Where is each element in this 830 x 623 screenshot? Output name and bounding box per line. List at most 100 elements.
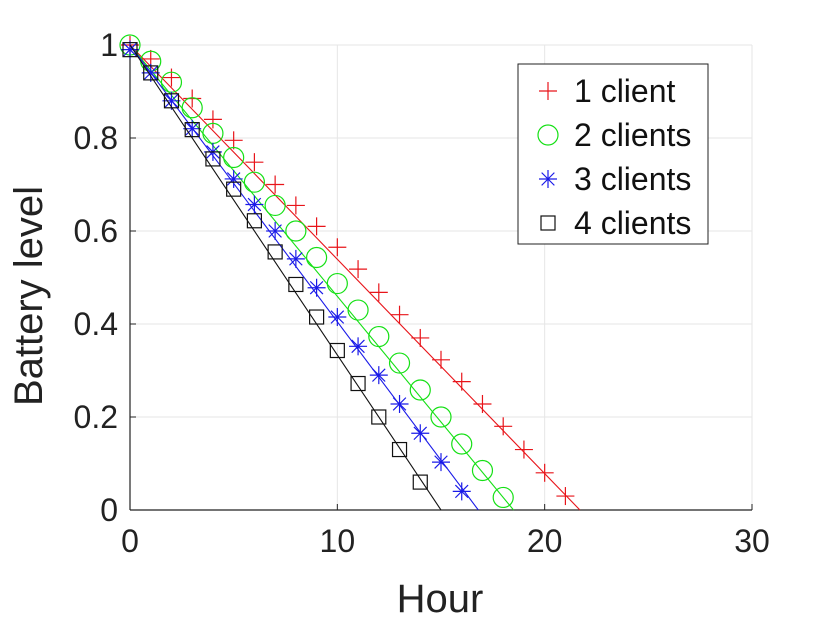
marker-stroke (185, 121, 199, 136)
data-point (329, 342, 345, 359)
marker-stroke (226, 172, 241, 186)
data-point (307, 278, 326, 297)
data-point (162, 68, 181, 87)
marker-stroke (368, 325, 390, 348)
marker-stroke (309, 309, 325, 325)
marker-stroke (351, 339, 365, 354)
marker-stroke (164, 94, 179, 108)
legend-label: 1 client (574, 73, 676, 109)
data-point (264, 194, 286, 217)
data-point (388, 352, 411, 374)
data-point (245, 195, 264, 214)
marker-stroke (268, 224, 282, 238)
data-point (432, 350, 450, 369)
marker-stroke (163, 93, 180, 109)
data-point (390, 394, 409, 413)
marker-stroke (412, 474, 428, 490)
marker-stroke (329, 342, 345, 359)
data-point (286, 249, 305, 268)
marker-stroke (247, 197, 262, 212)
legend-label: 3 clients (574, 161, 691, 197)
marker-stroke (454, 484, 469, 499)
y-axis-label: Battery level (7, 186, 51, 406)
data-point (288, 276, 304, 293)
x-tick-label: 0 (121, 523, 139, 559)
data-point (181, 97, 203, 119)
data-point (556, 487, 575, 506)
data-point (328, 238, 347, 257)
marker-stroke (306, 246, 328, 269)
marker-stroke (184, 122, 200, 138)
y-tick-label: 1 (100, 27, 118, 63)
data-point (369, 366, 388, 385)
marker-stroke (391, 441, 408, 458)
marker-stroke (371, 409, 387, 425)
marker-stroke (288, 276, 304, 293)
data-point (266, 175, 285, 194)
data-point (494, 417, 513, 436)
marker-stroke (181, 97, 203, 119)
data-point (347, 299, 369, 321)
data-point (163, 93, 180, 109)
data-point (143, 65, 159, 81)
data-point (349, 337, 368, 356)
data-point (223, 146, 245, 169)
data-point (473, 394, 492, 413)
marker-stroke (388, 352, 411, 374)
data-point (285, 220, 307, 242)
legend: 1 client 2 clients 3 clients 4 clients (517, 63, 709, 245)
data-point (184, 122, 200, 138)
legend-marker (539, 170, 557, 188)
data-point (432, 453, 450, 472)
data-point (371, 409, 387, 425)
data-point (409, 379, 431, 401)
marker-stroke (492, 486, 514, 509)
data-point (451, 433, 473, 455)
marker-stroke (309, 280, 324, 295)
data-point (411, 328, 430, 347)
x-axis-label: Hour (397, 577, 484, 621)
data-point (391, 441, 408, 458)
data-point (350, 375, 366, 392)
marker-stroke (347, 299, 369, 321)
data-point (205, 151, 221, 167)
marker-stroke (267, 244, 283, 260)
data-point (183, 89, 202, 108)
data-point (452, 372, 471, 391)
marker-stroke (541, 172, 555, 186)
data-point (122, 42, 138, 58)
marker-stroke (409, 379, 431, 401)
marker-stroke (434, 455, 448, 469)
marker-stroke (330, 310, 345, 324)
legend-label: 2 clients (574, 117, 691, 153)
y-tick-label: 0.4 (74, 306, 118, 342)
marker-stroke (264, 194, 286, 217)
series-line (129, 44, 581, 511)
marker-stroke (243, 171, 265, 193)
legend-label: 4 clients (574, 205, 691, 241)
marker-stroke (122, 42, 138, 58)
data-point (430, 406, 452, 428)
marker-stroke (226, 181, 242, 197)
data-point (514, 440, 533, 459)
data-point (328, 308, 347, 327)
data-point (121, 40, 139, 59)
data-point (369, 283, 388, 302)
marker-stroke (372, 368, 386, 382)
data-point (141, 63, 160, 82)
y-tick-label: 0.8 (74, 120, 118, 156)
series-layer (119, 34, 581, 511)
data-point (267, 244, 283, 260)
legend-marker (539, 82, 557, 100)
marker-stroke (123, 42, 137, 57)
y-tick-label: 0.2 (74, 399, 118, 435)
series-4 (122, 42, 442, 511)
data-point (266, 222, 285, 240)
data-point (368, 325, 390, 348)
data-point (224, 131, 243, 150)
y-tick-label: 0 (100, 492, 118, 528)
legend-marker (537, 124, 559, 146)
data-point (390, 305, 409, 324)
x-tick-label: 30 (734, 523, 770, 559)
